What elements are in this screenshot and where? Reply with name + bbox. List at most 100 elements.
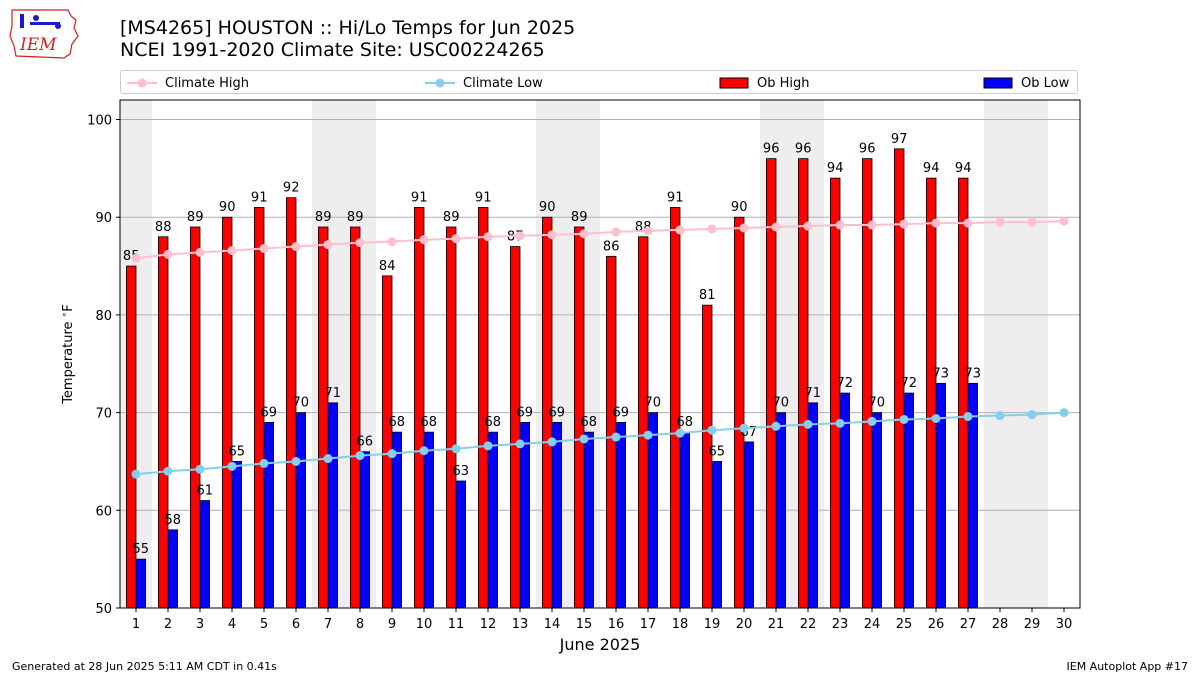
ob-low-value-label: 71 [325, 386, 342, 401]
ob-low-value-label: 69 [261, 405, 278, 420]
ob-high-value-label: 89 [347, 210, 364, 225]
y-tick-label: 70 [95, 407, 112, 422]
ob-high-bar [221, 216, 233, 609]
climate-high-point [899, 219, 909, 229]
climate-high-point [387, 237, 397, 247]
legend-climate-low-label: Climate Low [463, 75, 543, 91]
x-tick-label: 9 [388, 617, 396, 632]
ob-low-bar [391, 431, 403, 609]
climate-high-point [515, 231, 525, 241]
ob-low-value-label: 63 [453, 464, 470, 479]
climate-high-point [771, 222, 781, 232]
ob-low-bar [775, 412, 787, 609]
x-tick-label: 18 [672, 617, 689, 632]
climate-low-point [483, 441, 493, 451]
climate-high-point [291, 242, 301, 252]
ob-low-bar [871, 412, 883, 609]
y-tick-label: 100 [87, 114, 112, 129]
ob-high-bar [317, 226, 329, 609]
climate-low-point [131, 469, 141, 479]
ob-low-value-label: 61 [197, 484, 214, 499]
climate-low-point [323, 454, 333, 464]
climate-high-point [163, 249, 173, 259]
ob-high-value-label: 94 [827, 161, 844, 176]
ob-low-value-label: 69 [613, 405, 630, 420]
ob-high-value-label: 92 [283, 181, 300, 196]
x-tick-label: 21 [768, 617, 785, 632]
ob-low-bar [519, 421, 531, 609]
climate-high-point [867, 220, 877, 230]
climate-high-point [195, 247, 205, 257]
ob-high-value-label: 81 [699, 288, 716, 303]
ob-low-bar [135, 558, 147, 609]
ob-high-bar [830, 177, 841, 609]
legend-ob-low-label: Ob Low [1021, 75, 1070, 91]
plot-frame [119, 99, 1081, 609]
climate-high-point [451, 234, 461, 244]
x-tick-label: 30 [1056, 617, 1073, 632]
climate-high-point [227, 245, 237, 255]
ob-low-bar [455, 480, 467, 609]
app-credit: IEM Autoplot App #17 [1066, 660, 1189, 673]
x-tick-label: 27 [960, 617, 977, 632]
ob-low-bar [295, 412, 307, 609]
x-axis-label: June 2025 [559, 635, 641, 654]
climate-low-swatch [425, 78, 455, 88]
climate-low-point [835, 418, 845, 428]
ob-low-bar [167, 529, 179, 609]
ob-high-value-label: 89 [315, 210, 332, 225]
ob-high-value-label: 89 [571, 210, 588, 225]
ob-high-bar [670, 207, 681, 609]
climate-high-point [675, 225, 685, 235]
ob-high-value-label: 96 [763, 142, 780, 157]
x-tick-label: 6 [292, 617, 300, 632]
climate-low-point [515, 439, 525, 449]
climate-low-point [675, 428, 685, 438]
climate-high-point [355, 238, 365, 248]
climate-low-point [643, 430, 653, 440]
climate-high-point [547, 230, 557, 240]
ob-high-bar [413, 207, 425, 609]
ob-high-value-label: 97 [891, 132, 908, 147]
x-tick-label: 28 [992, 617, 1009, 632]
ob-high-bar [509, 246, 521, 609]
x-tick-label: 20 [736, 617, 753, 632]
climate-high-point [1027, 217, 1037, 227]
ob-high-swatch [719, 77, 749, 89]
x-tick-label: 4 [228, 617, 236, 632]
ob-low-bar [903, 392, 915, 609]
ob-low-value-label: 69 [549, 405, 566, 420]
weekend-shade [1016, 100, 1048, 608]
climate-high-point [1059, 216, 1069, 226]
ob-low-bar [263, 421, 275, 609]
climate-high-point [483, 232, 493, 242]
x-tick-label: 19 [704, 617, 721, 632]
ob-high-value-label: 90 [731, 200, 748, 215]
climate-high-point [803, 221, 813, 231]
ob-high-value-label: 96 [795, 142, 812, 157]
ob-low-value-label: 66 [357, 435, 374, 450]
ob-low-value-label: 65 [229, 444, 246, 459]
y-tick-label: 50 [95, 602, 112, 617]
x-tick-label: 26 [928, 617, 945, 632]
x-tick-label: 8 [356, 617, 364, 632]
ob-high-bar [606, 255, 617, 609]
climate-low-point [995, 411, 1005, 421]
climate-low-point [387, 449, 397, 459]
climate-high-point [259, 243, 269, 253]
ob-low-value-label: 68 [389, 415, 406, 430]
x-tick-label: 24 [864, 617, 881, 632]
climate-low-point [163, 466, 173, 476]
climate-low-point [355, 451, 365, 461]
ob-low-bar [647, 412, 659, 609]
ob-high-bar [157, 236, 169, 609]
x-tick-label: 12 [480, 617, 497, 632]
ob-low-value-label: 70 [773, 396, 790, 411]
climate-low-point [227, 461, 237, 471]
ob-high-value-label: 86 [603, 239, 620, 254]
x-tick-label: 13 [512, 617, 529, 632]
climate-low-point [803, 419, 813, 429]
climate-low-point [771, 421, 781, 431]
ob-low-value-label: 71 [805, 386, 822, 401]
ob-high-value-label: 89 [187, 210, 204, 225]
